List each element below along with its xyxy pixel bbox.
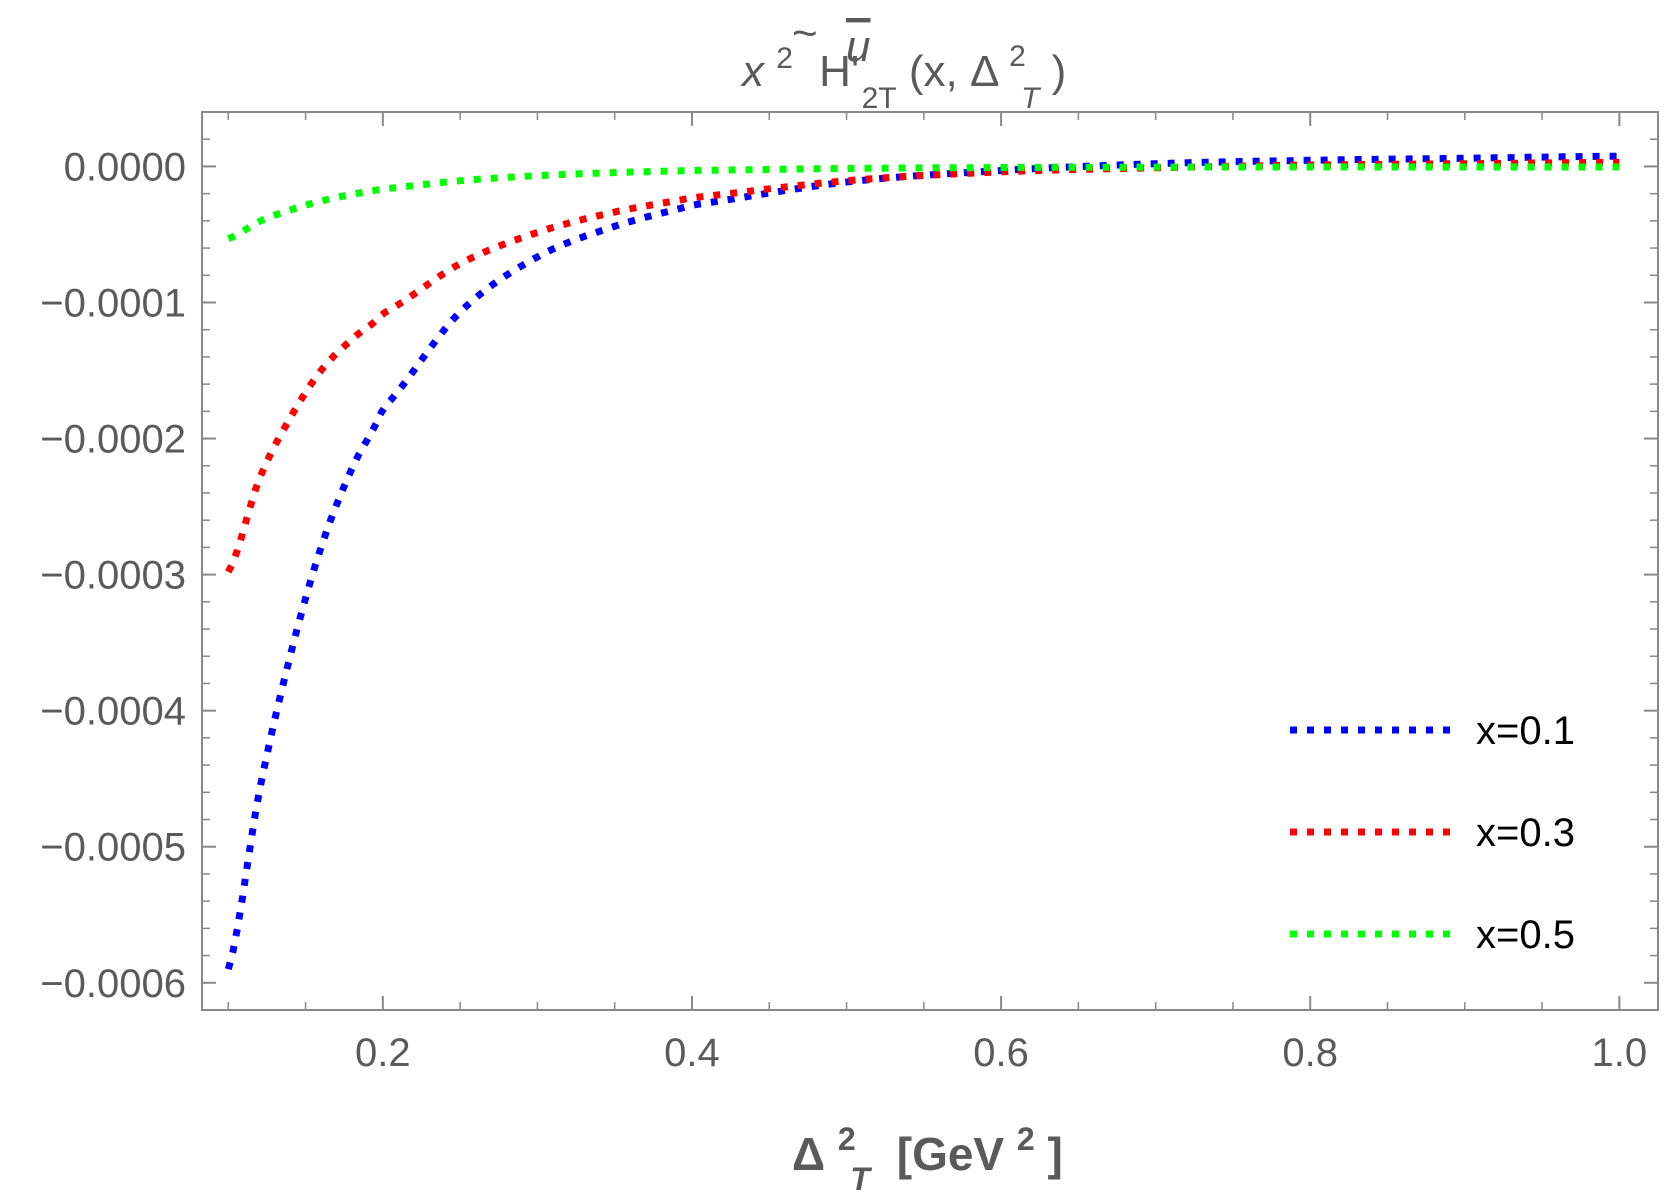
series-group	[224, 152, 1620, 971]
title-prefix: x	[740, 47, 766, 96]
y-tick-labels: 0.0000 −0.0001 −0.0002 −0.0003 −0.0004 −0.000…	[40, 145, 186, 1005]
x-tick-label: 0.8	[1282, 1031, 1338, 1075]
title-args-open: (x,	[909, 47, 970, 96]
xlabel-unit-open: [GeV	[897, 1128, 1005, 1180]
x-axis-label: Δ 2 T [GeV 2 ]	[792, 1108, 1063, 1192]
title-func-sup: u	[846, 22, 870, 71]
title-func-sub: 2T	[862, 82, 897, 115]
legend-label-1: x=0.1	[1476, 709, 1575, 753]
y-tick-label: −0.0006	[40, 962, 186, 1006]
xlabel-delta-sup: 2	[838, 1121, 856, 1157]
legend: x=0.1 x=0.3 x=0.5	[1290, 709, 1575, 957]
title-args-close: )	[1052, 47, 1067, 96]
title-prefix-sup: 2	[776, 42, 793, 75]
x-tick-label: 0.4	[664, 1031, 720, 1075]
title-func: H'	[819, 47, 859, 96]
series-line-3	[227, 163, 1620, 242]
y-tick-label: −0.0002	[40, 418, 186, 462]
x-tick-label: 0.6	[973, 1031, 1029, 1075]
y-tick-label: −0.0001	[40, 281, 186, 325]
y-tick-label: −0.0003	[40, 554, 186, 598]
plot-frame	[201, 111, 1659, 1011]
y-tick-label: −0.0005	[40, 826, 186, 870]
xlabel-delta-sub: T	[850, 1161, 872, 1192]
chart-title: x 2 H' 2T (x, Δ 2 T )	[740, 27, 1066, 118]
y-tick-label: −0.0004	[40, 690, 186, 734]
legend-label-3: x=0.5	[1476, 913, 1575, 957]
xlabel-unit-sup: 2	[1017, 1121, 1035, 1157]
x-tick-label: 1.0	[1592, 1031, 1648, 1075]
xlabel-delta: Δ	[792, 1128, 825, 1180]
title-tilde: ~	[792, 9, 818, 58]
title-delta-sub: T	[1021, 82, 1042, 115]
xlabel-unit-close: ]	[1047, 1128, 1062, 1180]
title-delta-sup: 2	[1009, 40, 1026, 73]
series-line-2	[225, 158, 1620, 574]
legend-label-2: x=0.3	[1476, 811, 1575, 855]
series-line-1	[224, 152, 1620, 971]
title-delta: Δ	[970, 47, 999, 96]
x-tick-labels: 0.2 0.4 0.6 0.8 1.0	[355, 1031, 1647, 1075]
axis-ticks	[202, 111, 1658, 1011]
y-tick-label: 0.0000	[64, 145, 186, 189]
x-tick-label: 0.2	[355, 1031, 411, 1075]
